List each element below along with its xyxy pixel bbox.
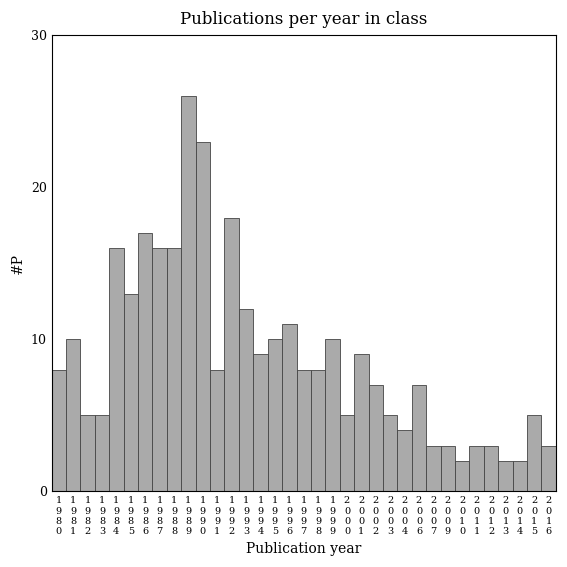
Bar [455, 461, 469, 491]
Bar [52, 370, 66, 491]
Bar [95, 415, 109, 491]
Bar [196, 142, 210, 491]
Bar [225, 218, 239, 491]
Bar [498, 461, 513, 491]
Bar [412, 385, 426, 491]
Bar [426, 446, 441, 491]
Bar [138, 233, 153, 491]
Bar [239, 309, 253, 491]
Bar [66, 339, 81, 491]
Bar [253, 354, 268, 491]
Bar [397, 430, 412, 491]
Bar [441, 446, 455, 491]
Bar [81, 415, 95, 491]
Bar [484, 446, 498, 491]
Bar [124, 294, 138, 491]
Bar [109, 248, 124, 491]
Bar [513, 461, 527, 491]
Bar [311, 370, 325, 491]
Bar [325, 339, 340, 491]
Bar [383, 415, 397, 491]
X-axis label: Publication year: Publication year [246, 542, 361, 556]
Bar [153, 248, 167, 491]
Bar [469, 446, 484, 491]
Bar [527, 415, 541, 491]
Bar [354, 354, 369, 491]
Bar [282, 324, 297, 491]
Bar [297, 370, 311, 491]
Bar [210, 370, 225, 491]
Y-axis label: #P: #P [11, 253, 25, 274]
Bar [541, 446, 556, 491]
Bar [181, 96, 196, 491]
Bar [340, 415, 354, 491]
Bar [369, 385, 383, 491]
Title: Publications per year in class: Publications per year in class [180, 11, 428, 28]
Bar [167, 248, 181, 491]
Bar [268, 339, 282, 491]
